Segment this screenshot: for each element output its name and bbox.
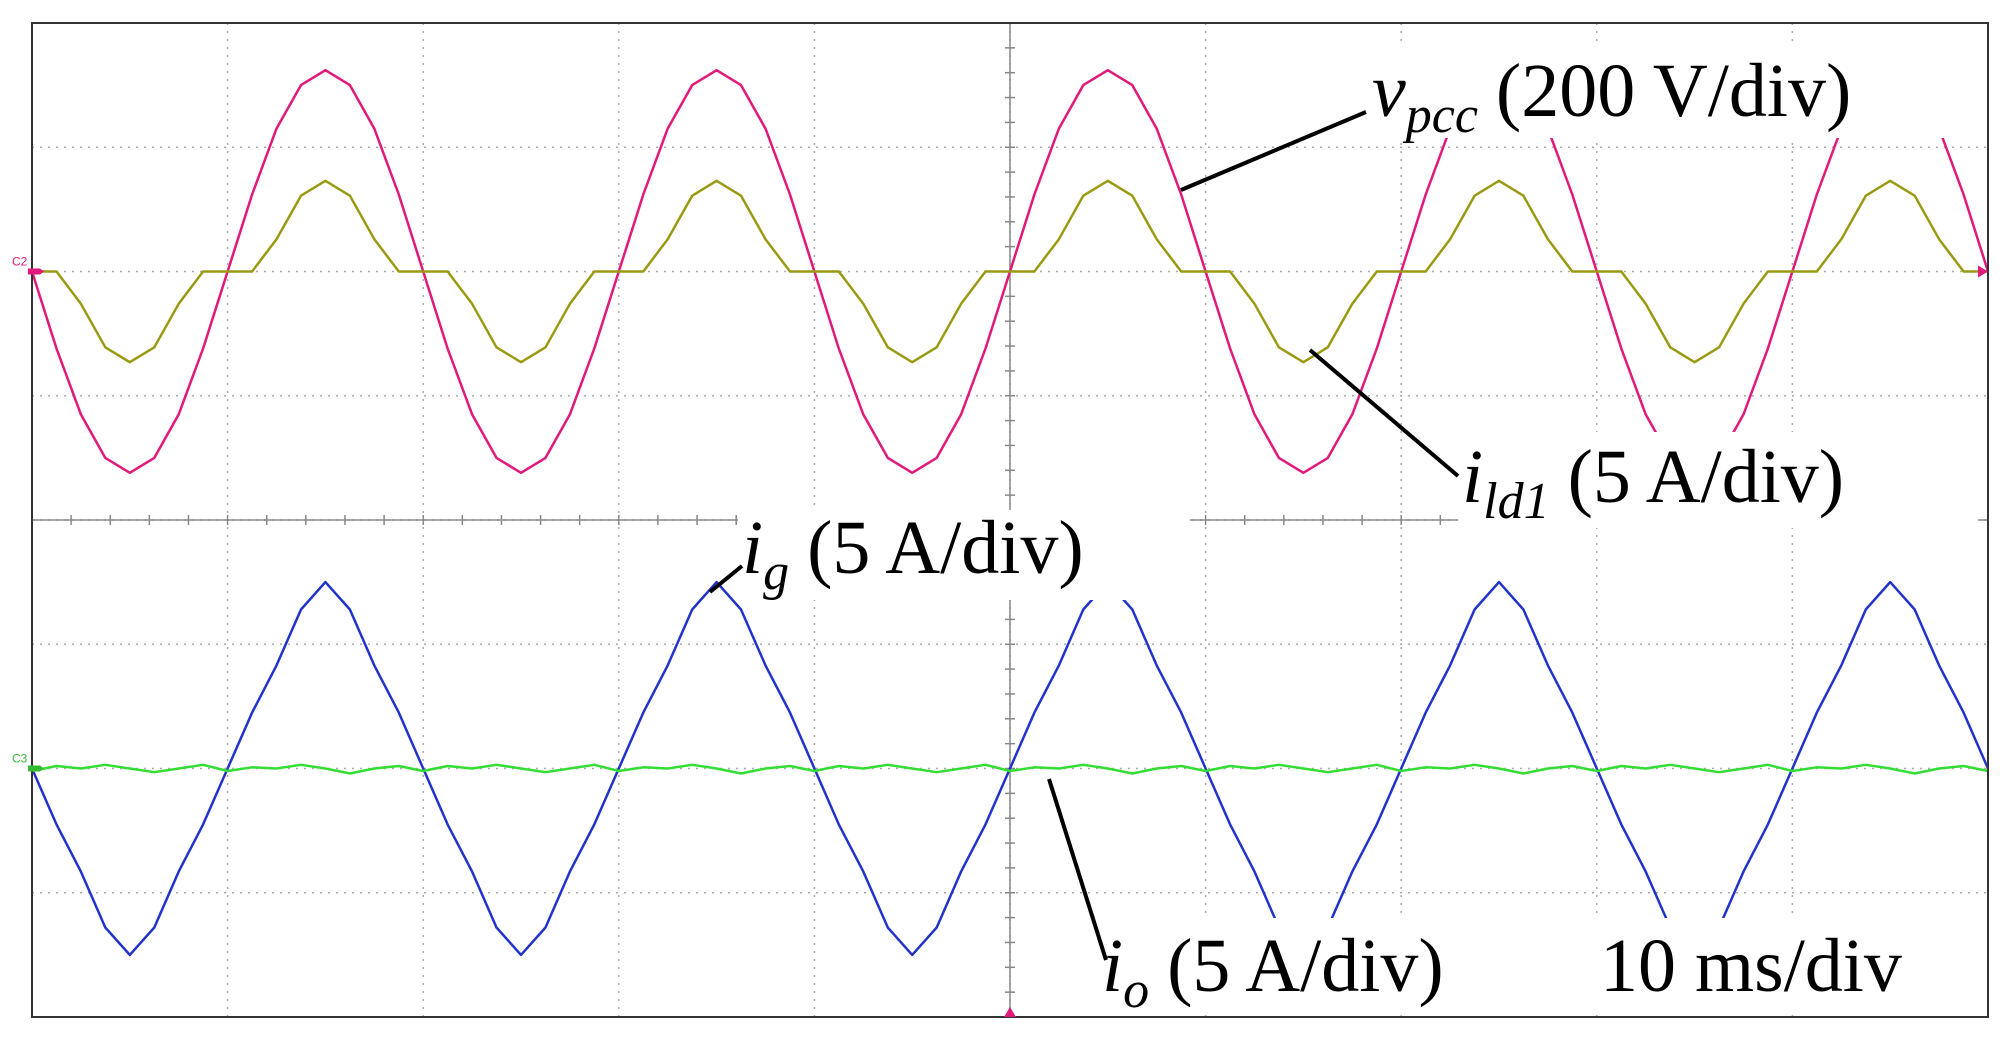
scale: (200 V/div) [1496, 49, 1851, 133]
trigger-marker [1004, 1007, 1016, 1017]
subscript: o [1123, 962, 1149, 1019]
symbol: i [1462, 435, 1483, 519]
scale: (5 A/div) [807, 506, 1084, 590]
leader-line [1308, 348, 1460, 478]
channel-label: C3 [12, 752, 28, 766]
symbol: v [1372, 49, 1406, 133]
leader-line [1047, 778, 1108, 961]
timebase: 10 ms/div [1600, 924, 1902, 1008]
annotation: ig (5 A/div) [742, 506, 1084, 601]
trace [31, 763, 1989, 775]
scale: (5 A/div) [1568, 435, 1845, 519]
channel-label: C2 [12, 255, 28, 269]
symbol: i [742, 506, 763, 590]
label-bg [1098, 918, 1978, 1012]
annotations: vpcc (200 V/div) ild1 (5 A/div) ig (5 A/div… [708, 42, 1984, 1019]
label-bg [1364, 42, 1984, 138]
subscript: ld1 [1483, 473, 1549, 530]
channel-marker [28, 268, 44, 275]
scale: (5 A/div) [1167, 924, 1444, 1008]
label-bg [738, 510, 1190, 600]
annotation: ild1 (5 A/div) [1462, 435, 1844, 530]
leader-line [1180, 110, 1367, 192]
label-bg [1458, 432, 1978, 528]
trace [32, 179, 1988, 364]
leader-line [708, 564, 744, 594]
annotation: vpcc (200 V/div) [1372, 49, 1851, 144]
subscript: pcc [1402, 87, 1478, 144]
subscript: g [763, 544, 789, 601]
trace [30, 580, 1990, 957]
channel-marker [28, 765, 44, 772]
symbol: i [1102, 924, 1123, 1008]
trigger-marker [1978, 265, 1988, 278]
annotation: io (5 A/div) [1102, 924, 1444, 1019]
